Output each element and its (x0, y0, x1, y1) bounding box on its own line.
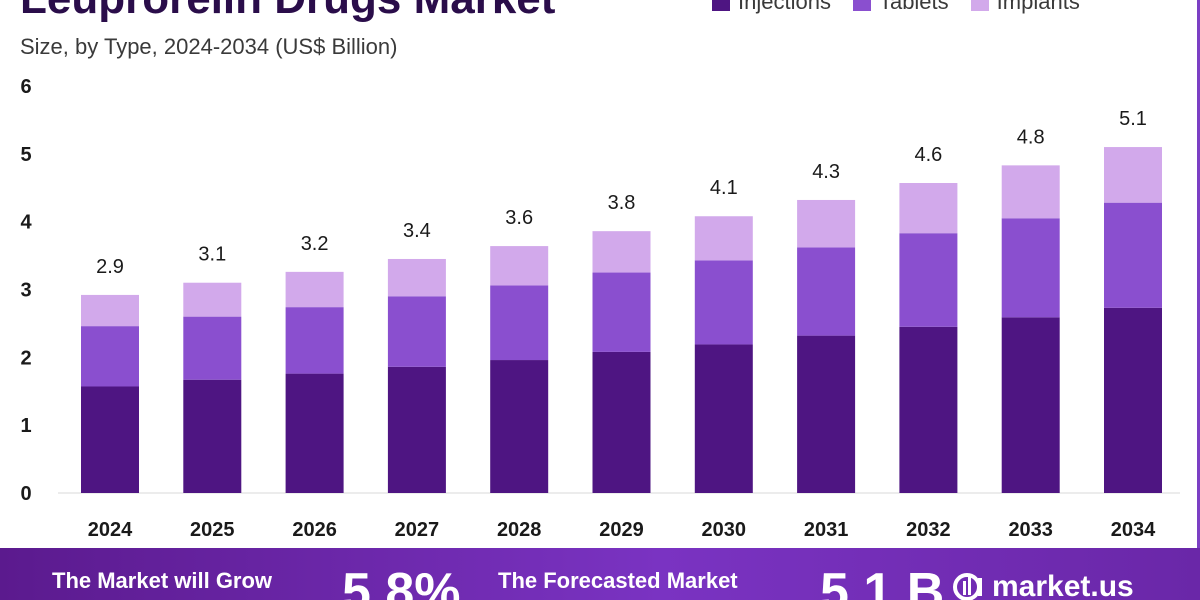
bar-injections-2033 (1001, 317, 1060, 493)
market-us-logo-icon (953, 573, 982, 600)
bar-tablets-2032 (899, 233, 958, 327)
legend-label-injections: Injections (738, 0, 831, 14)
bar-tablets-2026 (285, 307, 344, 374)
x-tick-label: 2033 (1008, 519, 1053, 541)
frame-border (1197, 0, 1200, 548)
bar-total-label: 4.8 (1017, 126, 1045, 148)
bar-implants-2034 (1104, 147, 1162, 203)
y-tick-label: 6 (20, 76, 31, 98)
legend-swatch-injections (712, 0, 730, 11)
x-tick-label: 2026 (292, 519, 337, 541)
bar-tablets-2028 (490, 285, 549, 361)
bar-tablets-2029 (592, 272, 651, 352)
bar-injections-2034 (1104, 307, 1162, 493)
x-tick-label: 2025 (190, 519, 235, 541)
x-tick-label: 2034 (1111, 519, 1156, 541)
bar-tablets-2024 (81, 326, 139, 387)
legend-item-implants: Implants (970, 0, 1080, 15)
legend-swatch-implants (970, 0, 989, 11)
bar-injections-2031 (797, 335, 856, 493)
x-tick-label: 2024 (88, 519, 133, 541)
bar-total-label: 3.2 (301, 233, 329, 255)
bar-implants-2028 (490, 246, 549, 286)
chart-legend: Injections Tablets Implants (712, 0, 1102, 14)
bar-total-label: 4.1 (710, 177, 738, 199)
y-tick-label: 2 (20, 347, 31, 369)
bar-total-label: 4.3 (812, 161, 840, 183)
bar-implants-2024 (81, 294, 139, 327)
x-tick-label: 2032 (906, 519, 951, 541)
legend-swatch-tablets (852, 0, 871, 11)
legend-item-tablets: Tablets (852, 0, 949, 15)
x-tick-label: 2027 (395, 519, 440, 541)
footer-forecast-text: The Forecasted Market (498, 568, 738, 593)
bar-tablets-2031 (797, 247, 856, 336)
bar-injections-2027 (387, 366, 446, 493)
y-tick-label: 3 (20, 280, 31, 302)
bar-implants-2033 (1001, 165, 1060, 219)
bar-injections-2028 (490, 360, 549, 493)
bar-total-label: 3.4 (403, 220, 431, 242)
footer-cagr-value: 5.8% (342, 563, 461, 600)
y-tick-label: 5 (20, 144, 31, 166)
bar-injections-2026 (285, 373, 344, 493)
chart-title: Leuprorelin Drugs Market (20, 0, 555, 24)
bar-implants-2030 (694, 216, 753, 261)
legend-item-injections: Injections (712, 0, 831, 15)
y-tick-label: 1 (20, 415, 31, 437)
chart-subtitle: Size, by Type, 2024-2034 (US$ Billion) (20, 34, 398, 59)
bar-tablets-2034 (1104, 202, 1162, 308)
x-tick-label: 2030 (702, 519, 747, 541)
footer-banner: The Market will Grow 5.8% The Forecasted… (0, 548, 1200, 600)
bar-total-label: 5.1 (1119, 108, 1147, 130)
footer-grow-text: The Market will Grow (52, 568, 273, 593)
bar-total-label: 3.1 (198, 244, 226, 266)
y-tick-label: 0 (20, 483, 31, 505)
bar-implants-2029 (592, 231, 651, 273)
bar-implants-2025 (183, 282, 242, 317)
x-tick-label: 2029 (599, 519, 644, 541)
brand-name: market.us (992, 570, 1134, 600)
bar-injections-2024 (81, 386, 139, 493)
legend-label-tablets: Tablets (878, 0, 949, 14)
bar-total-label: 4.6 (914, 144, 942, 166)
bar-injections-2030 (694, 344, 753, 493)
brand-logo: market.us (952, 570, 1134, 600)
bar-total-label: 3.8 (608, 192, 636, 214)
bar-implants-2026 (285, 271, 344, 308)
legend-label-implants: Implants (996, 0, 1080, 14)
bar-injections-2029 (592, 351, 651, 493)
y-tick-label: 4 (20, 212, 32, 234)
stacked-bar-chart: 0 1 2 3 4 5 6 2.9 2024 3.1 2025 3.2 2026 3.4 2027 3.6 20… (20, 76, 1180, 541)
bar-implants-2031 (797, 199, 856, 248)
x-tick-label: 2031 (804, 519, 849, 541)
bar-total-label: 2.9 (96, 256, 124, 278)
bar-tablets-2030 (694, 260, 753, 345)
bar-implants-2027 (387, 258, 446, 297)
bar-tablets-2033 (1001, 218, 1060, 318)
bar-tablets-2025 (183, 316, 242, 380)
bar-injections-2025 (183, 379, 242, 493)
footer-forecast-value: 5.1 B (820, 563, 945, 600)
bar-implants-2032 (899, 183, 958, 234)
bar-injections-2032 (899, 326, 958, 493)
bar-tablets-2027 (387, 296, 446, 367)
x-tick-label: 2028 (497, 519, 542, 541)
bar-total-label: 3.6 (505, 207, 533, 229)
